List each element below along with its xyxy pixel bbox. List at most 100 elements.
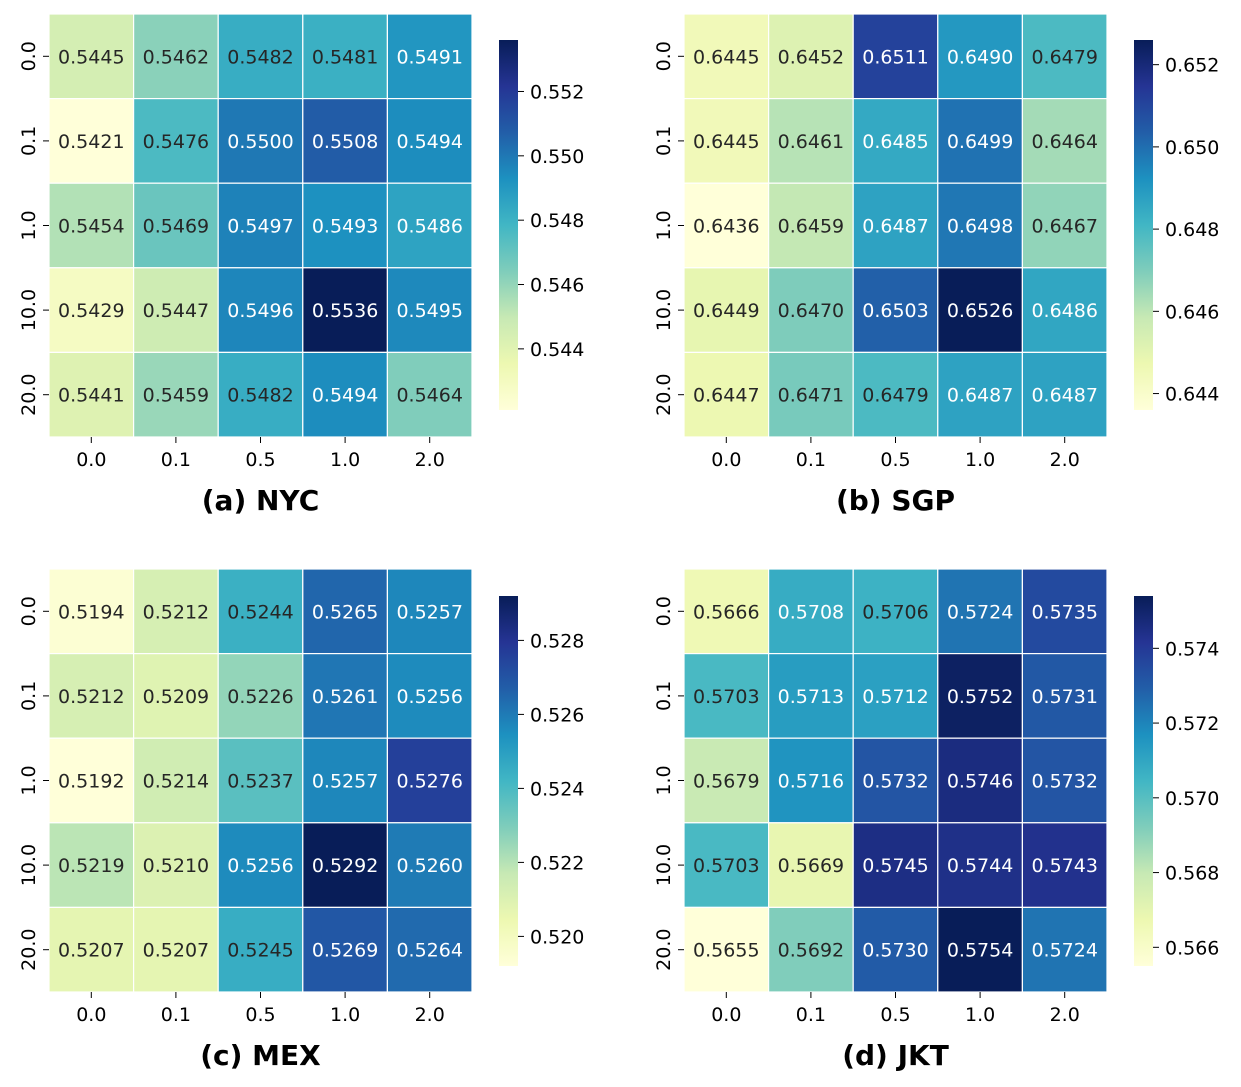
- heatmap-cell: [133, 568, 219, 655]
- heatmap-cell: [1021, 568, 1108, 655]
- x-tick-label: 0.5: [245, 449, 275, 471]
- cell-value-label: 0.5706: [862, 601, 928, 623]
- colorbar-tick-label: 0.520: [530, 926, 584, 948]
- cell-value-label: 0.5269: [312, 940, 378, 962]
- cell-value-label: 0.5476: [143, 131, 209, 153]
- panel-title: (d) JKT: [842, 1039, 949, 1072]
- y-tick-label: 20.0: [653, 929, 675, 971]
- colorbar-tick-label: 0.546: [530, 275, 584, 297]
- heatmap-cell: [937, 652, 1023, 739]
- cell-value-label: 0.5209: [143, 686, 209, 708]
- heatmap-cell: [133, 737, 219, 824]
- colorbar-tick-label: 0.548: [530, 210, 584, 232]
- cell-value-label: 0.5497: [227, 216, 293, 238]
- cell-value-label: 0.5429: [58, 300, 124, 322]
- cell-value-label: 0.5257: [396, 601, 462, 623]
- colorbar: [1134, 596, 1153, 966]
- heatmap-cell: [302, 267, 388, 353]
- y-tick-label: 0.1: [653, 126, 675, 156]
- heatmap-cell: [852, 906, 939, 993]
- cell-value-label: 0.5703: [693, 686, 759, 708]
- heatmap-panel-jkt: 0.5666 0.5708 0.5706 0.5724 0.5735 0.5703 0.57…: [653, 568, 1219, 1072]
- heatmap-cell: [133, 13, 219, 100]
- cell-value-label: 0.5494: [312, 385, 378, 407]
- cell-value-label: 0.5237: [227, 771, 293, 793]
- cell-value-label: 0.5508: [312, 131, 378, 153]
- colorbar-tick-label: 0.570: [1165, 788, 1219, 810]
- cell-value-label: 0.6479: [862, 385, 928, 407]
- x-tick-label: 0.5: [880, 449, 910, 471]
- y-tick-label: 1.0: [653, 765, 675, 795]
- y-tick-label: 10.0: [653, 289, 675, 331]
- cell-value-label: 0.5712: [862, 686, 928, 708]
- heatmap-cell: [767, 13, 854, 100]
- cell-value-label: 0.5441: [58, 385, 124, 407]
- cell-value-label: 0.5496: [227, 300, 293, 322]
- y-tick-label: 0.1: [653, 681, 675, 711]
- y-tick-label: 10.0: [18, 289, 40, 331]
- heatmap-cell: [767, 906, 854, 993]
- cell-value-label: 0.5244: [227, 601, 293, 623]
- heatmap-cell: [767, 267, 854, 353]
- cell-value-label: 0.6445: [693, 131, 759, 153]
- cell-value-label: 0.6511: [862, 46, 928, 68]
- cell-value-label: 0.6452: [778, 46, 844, 68]
- heatmap-cell: [133, 822, 219, 908]
- cell-value-label: 0.5207: [58, 940, 124, 962]
- cell-value-label: 0.5214: [143, 771, 209, 793]
- cell-value-label: 0.5486: [396, 216, 462, 238]
- heatmap-cell: [767, 351, 854, 438]
- cell-value-label: 0.6464: [1031, 131, 1097, 153]
- heatmap-cell: [1021, 13, 1108, 100]
- cell-value-label: 0.6461: [778, 131, 844, 153]
- colorbar-tick-label: 0.646: [1165, 301, 1219, 323]
- heatmap-cell: [1021, 906, 1108, 993]
- heatmap-cell: [852, 97, 939, 184]
- cell-value-label: 0.6479: [1031, 46, 1097, 68]
- cell-value-label: 0.5464: [396, 385, 462, 407]
- cell-value-label: 0.5500: [227, 131, 293, 153]
- cell-value-label: 0.5708: [778, 601, 844, 623]
- panel-title: (c) MEX: [200, 1039, 321, 1072]
- heatmap-cell: [302, 568, 388, 655]
- heatmap-cell: [852, 822, 939, 908]
- heatmap-cell: [386, 182, 473, 269]
- cell-value-label: 0.5745: [862, 855, 928, 877]
- x-tick-label: 0.0: [76, 1004, 106, 1026]
- cell-value-label: 0.5459: [143, 385, 209, 407]
- x-tick-label: 0.1: [161, 1004, 191, 1026]
- heatmap-cell: [386, 97, 473, 184]
- colorbar-tick-label: 0.550: [530, 146, 584, 168]
- cell-value-label: 0.5421: [58, 131, 124, 153]
- heatmap-cell: [767, 182, 854, 269]
- y-tick-label: 0.1: [18, 126, 40, 156]
- colorbar-tick-label: 0.544: [530, 339, 584, 361]
- panel-title: (b) SGP: [836, 484, 955, 517]
- heatmap-cell: [386, 267, 473, 353]
- colorbar-tick-label: 0.568: [1165, 863, 1219, 885]
- cell-value-label: 0.5207: [143, 940, 209, 962]
- cell-value-label: 0.5265: [312, 601, 378, 623]
- cell-value-label: 0.6526: [947, 300, 1013, 322]
- heatmap-cell: [852, 737, 939, 824]
- y-tick-label: 20.0: [18, 374, 40, 416]
- heatmap-cell: [133, 351, 219, 438]
- cell-value-label: 0.5735: [1031, 601, 1097, 623]
- x-tick-label: 2.0: [1050, 1004, 1080, 1026]
- cell-value-label: 0.5482: [227, 385, 293, 407]
- cell-value-label: 0.5292: [312, 855, 378, 877]
- cell-value-label: 0.5445: [58, 46, 124, 68]
- cell-value-label: 0.5713: [778, 686, 844, 708]
- cell-value-label: 0.5276: [396, 771, 462, 793]
- cell-value-label: 0.5482: [227, 46, 293, 68]
- heatmap-cell: [302, 13, 388, 100]
- cell-value-label: 0.5724: [1031, 940, 1097, 962]
- heatmap-cell: [217, 267, 304, 353]
- heatmap-cell: [48, 737, 135, 824]
- x-tick-label: 1.0: [965, 1004, 995, 1026]
- x-tick-label: 0.0: [711, 449, 741, 471]
- cell-value-label: 0.5257: [312, 771, 378, 793]
- heatmap-cell: [852, 267, 939, 353]
- heatmap-cell: [217, 906, 304, 993]
